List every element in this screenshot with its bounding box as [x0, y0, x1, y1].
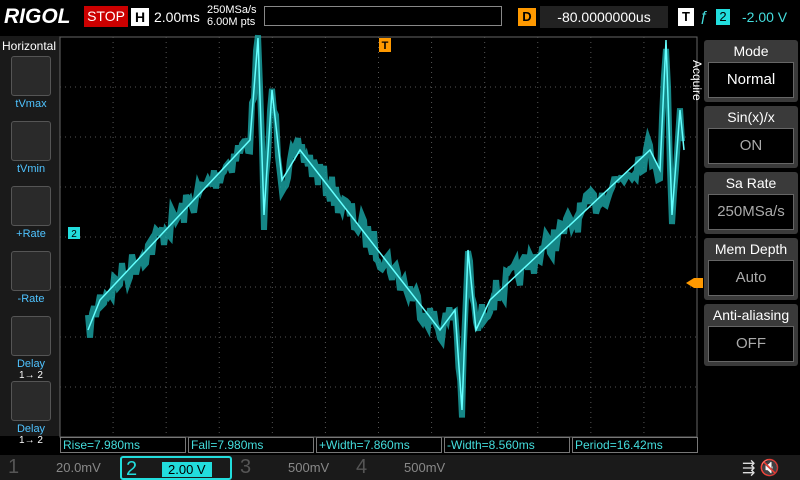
memory-depth: 6.00M pts [207, 16, 256, 28]
left-menu-item[interactable]: tVmax [6, 56, 56, 110]
menu-label: +Rate [16, 228, 46, 240]
left-menu-title: Horizontal [2, 39, 57, 53]
channel[interactable]: 1 20.0mV [4, 456, 116, 480]
channel-scale: 20.0mV [56, 460, 101, 475]
right-menu-item[interactable]: Anti-aliasing OFF [704, 304, 798, 366]
menu-label: tVmax [15, 98, 47, 110]
timebase[interactable]: 2.00ms [154, 9, 200, 25]
measurement: -Width=8.560ms [444, 437, 570, 453]
menu-icon [11, 251, 51, 291]
menu-icon [11, 56, 51, 96]
menu-label: Mode [733, 43, 769, 59]
trigger-level[interactable]: -2.00 V [742, 9, 788, 25]
menu-value: Normal [708, 62, 794, 98]
menu-icon [11, 381, 51, 421]
channel-number: 1 [8, 456, 20, 478]
menu-label: tVmin [16, 163, 46, 175]
waveform-envelope [85, 34, 685, 418]
channel-scale: 500mV [404, 460, 446, 475]
left-menu-item[interactable]: -Rate [6, 251, 56, 305]
trigger-marker-label: T [382, 40, 389, 52]
menu-value: ON [708, 128, 794, 164]
channel-scale: 500mV [288, 460, 330, 475]
menu-label: Anti-aliasing [712, 307, 790, 323]
channel[interactable]: 4 500mV [352, 456, 464, 480]
channel-scale: 2.00 V [162, 462, 212, 477]
measurement: +Width=7.860ms [316, 437, 442, 453]
trigger-level-marker [686, 278, 703, 288]
trigger-marker [379, 38, 391, 52]
menu-value: Auto [708, 260, 794, 296]
left-menu-item[interactable]: Delay 1→ 2 [6, 316, 56, 381]
usb-sound-icons: ⇶ 🔇 [742, 460, 780, 477]
measurement: Period=16.42ms [572, 437, 698, 453]
trigger-label: T [678, 8, 694, 26]
right-menu-item[interactable]: Sin(x)/x ON [704, 106, 798, 168]
left-menu-item[interactable]: +Rate [6, 186, 56, 240]
menu-label: -Rate [17, 293, 45, 305]
waveform [87, 37, 685, 411]
channel-marker [68, 227, 80, 239]
left-menu-item[interactable]: tVmin [6, 121, 56, 175]
left-menu-item[interactable]: Delay 1→ 2 [6, 381, 56, 446]
delay-label: D [518, 8, 536, 26]
menu-label: Mem Depth [714, 241, 788, 257]
menu-value: OFF [708, 326, 794, 362]
channel-number: 4 [356, 456, 368, 478]
menu-label: Sin(x)/x [727, 109, 775, 125]
menu-sub: 1→ 2 [19, 435, 43, 446]
brand: RIGOL [4, 5, 71, 28]
channel[interactable]: 3 500mV [236, 456, 348, 480]
menu-value: 250MSa/s [708, 194, 794, 230]
sample-rate: 250MSa/s [207, 4, 257, 16]
measurement: Fall=7.980ms [188, 437, 314, 453]
right-menu-title: Acquire [690, 60, 704, 101]
memory-bar [264, 6, 502, 26]
menu-label: Delay [16, 358, 46, 370]
right-menu-item[interactable]: Sa Rate 250MSa/s [704, 172, 798, 234]
menu-icon [11, 316, 51, 356]
menu-label: Delay [16, 423, 46, 435]
menu-icon [11, 121, 51, 161]
channel-number: 2 [126, 458, 138, 480]
menu-label: Sa Rate [725, 175, 777, 191]
measurement: Rise=7.980ms [60, 437, 186, 453]
menu-sub: 1→ 2 [19, 370, 43, 381]
right-menu-item[interactable]: Mode Normal [704, 40, 798, 102]
delay[interactable]: -80.0000000us [540, 6, 668, 28]
channel-number: 3 [240, 456, 252, 478]
channel[interactable]: 2 2.00 V [120, 456, 232, 480]
channel-marker-label: 2 [71, 229, 77, 240]
left-menu [0, 36, 60, 436]
channel-bar [0, 455, 800, 480]
timebase-label: H [131, 8, 149, 26]
run-status[interactable]: STOP [84, 6, 128, 27]
trigger-edge-icon: ƒ [700, 8, 709, 25]
right-menu-item[interactable]: Mem Depth Auto [704, 238, 798, 300]
menu-icon [11, 186, 51, 226]
trigger-source: 2 [716, 9, 730, 25]
